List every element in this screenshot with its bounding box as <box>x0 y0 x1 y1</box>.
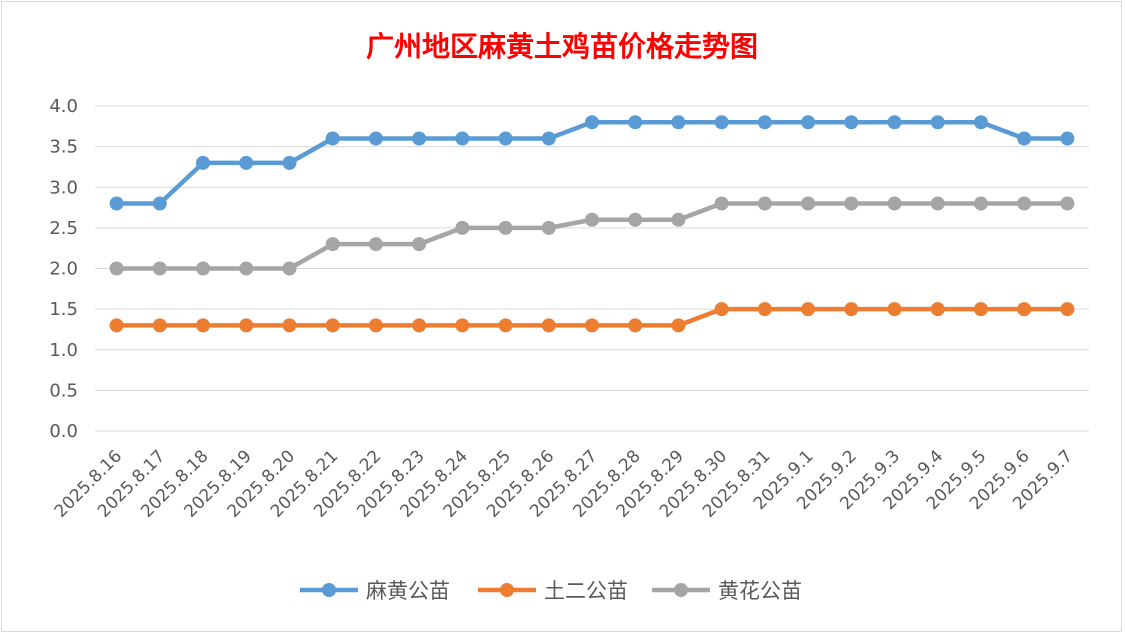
data-point <box>757 302 772 317</box>
data-point <box>282 261 297 276</box>
data-point <box>671 318 686 333</box>
data-point <box>368 131 383 146</box>
data-point <box>844 115 859 130</box>
data-point <box>714 115 729 130</box>
data-point <box>973 302 988 317</box>
data-point <box>541 220 556 235</box>
series-3 <box>109 196 1075 276</box>
y-tick-label: 3.5 <box>49 137 78 158</box>
data-point <box>368 318 383 333</box>
data-point <box>282 155 297 170</box>
data-point <box>1017 302 1032 317</box>
data-point <box>541 318 556 333</box>
data-point <box>714 302 729 317</box>
y-tick-label: 3.0 <box>49 177 78 198</box>
data-point <box>887 196 902 211</box>
data-point <box>585 318 599 333</box>
data-point <box>325 237 340 252</box>
data-point <box>455 318 470 333</box>
legend-label: 土二公苗 <box>544 579 628 603</box>
data-point <box>152 261 167 276</box>
data-point <box>196 318 211 333</box>
legend-marker-icon <box>674 583 688 597</box>
data-point <box>325 318 340 333</box>
data-point <box>844 302 859 317</box>
y-tick-label: 1.5 <box>49 299 78 320</box>
data-point <box>1060 302 1075 317</box>
data-point <box>412 237 427 252</box>
data-point <box>196 261 211 276</box>
data-point <box>930 115 945 130</box>
data-point <box>455 131 470 146</box>
y-tick-label: 2.0 <box>49 259 78 280</box>
series-2 <box>109 302 1075 333</box>
y-tick-label: 2.5 <box>49 218 78 239</box>
data-point <box>757 196 772 211</box>
series-line <box>114 120 1070 206</box>
data-point <box>109 196 124 211</box>
legend-label: 黄花公苗 <box>718 579 802 603</box>
legend-item: 麻黄公苗 <box>300 579 450 603</box>
chart-title: 广州地区麻黄土鸡苗价格走势图 <box>366 30 758 63</box>
data-point <box>498 220 513 235</box>
data-point <box>239 261 254 276</box>
y-tick-label: 1.0 <box>49 340 78 361</box>
data-point <box>412 131 427 146</box>
data-point <box>973 196 988 211</box>
data-point <box>887 302 902 317</box>
data-point <box>412 318 427 333</box>
legend-item: 黄花公苗 <box>652 579 802 603</box>
data-point <box>498 318 513 333</box>
data-point <box>541 131 556 146</box>
data-point <box>1017 196 1032 211</box>
data-point <box>887 115 902 130</box>
data-point <box>671 115 686 130</box>
data-point <box>801 302 816 317</box>
legend-item: 土二公苗 <box>478 579 628 603</box>
y-tick-label: 0.0 <box>49 421 78 442</box>
data-point <box>628 212 643 227</box>
data-point <box>239 318 254 333</box>
data-point <box>152 318 167 333</box>
data-point <box>628 115 643 130</box>
series-1 <box>109 115 1075 211</box>
legend: 麻黄公苗 土二公苗 黄花公苗 <box>300 579 802 603</box>
data-point <box>1060 196 1075 211</box>
data-point <box>801 196 816 211</box>
data-point <box>368 237 383 252</box>
gridlines <box>95 105 1089 432</box>
data-point <box>239 155 254 170</box>
data-point <box>671 212 686 227</box>
data-point <box>498 131 513 146</box>
data-point <box>930 196 945 211</box>
data-point <box>152 196 167 211</box>
data-point <box>628 318 643 333</box>
data-point <box>585 212 599 227</box>
data-point <box>282 318 297 333</box>
y-tick-label: 0.5 <box>49 380 78 401</box>
data-point <box>757 115 772 130</box>
y-axis: 0.0 0.5 1.0 1.5 2.0 2.5 3.0 3.5 4.0 <box>49 96 78 442</box>
x-axis: 2025.8.162025.8.172025.8.182025.8.192025… <box>51 446 1077 521</box>
data-point <box>801 115 816 130</box>
legend-marker-icon <box>500 583 514 597</box>
data-point <box>196 155 211 170</box>
series-group <box>109 115 1075 333</box>
data-point <box>714 196 729 211</box>
data-point <box>844 196 859 211</box>
data-point <box>973 115 988 130</box>
data-point <box>1060 131 1075 146</box>
data-point <box>109 261 124 276</box>
legend-marker-icon <box>322 583 336 597</box>
data-point <box>455 220 470 235</box>
data-point <box>585 115 599 130</box>
data-point <box>325 131 340 146</box>
data-point <box>930 302 945 317</box>
legend-label: 麻黄公苗 <box>366 579 450 603</box>
y-tick-label: 4.0 <box>49 96 78 117</box>
data-point <box>1017 131 1032 146</box>
data-point <box>109 318 124 333</box>
